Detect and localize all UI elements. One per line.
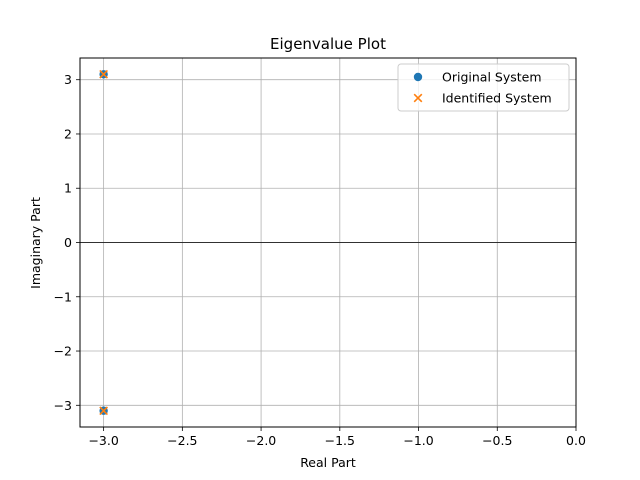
- x-stroke: [99, 406, 108, 416]
- x-tick-label: −3.0: [88, 433, 118, 448]
- legend-marker: [413, 93, 423, 103]
- legend-label: Original System: [442, 70, 542, 85]
- y-tick-label: 3: [64, 72, 72, 87]
- y-tick-label: −2: [54, 344, 72, 359]
- legend-label: Identified System: [442, 91, 552, 106]
- y-tick-label: 2: [64, 126, 72, 141]
- x-tick-label: 0.0: [566, 433, 586, 448]
- y-axis-ticks: −3 −2 −1 0 1 2 3: [54, 72, 80, 413]
- x-tick-label: −1.0: [403, 433, 433, 448]
- x-tick-label: −1.5: [325, 433, 355, 448]
- x-axis-ticks: −3.0 −2.5 −2.0 −1.5 −1.0 −0.5 0.0: [88, 427, 586, 448]
- x-stroke: [99, 69, 108, 79]
- x-stroke: [413, 93, 423, 103]
- data-marks: [99, 69, 108, 416]
- y-tick-label: 0: [64, 235, 72, 250]
- x-tick-label: −0.5: [482, 433, 512, 448]
- y-tick-label: 1: [64, 181, 72, 196]
- y-tick-label: −3: [54, 398, 72, 413]
- data-point-identified: [99, 406, 108, 416]
- x-axis-label: Real Part: [300, 455, 356, 470]
- x-tick-label: −2.5: [167, 433, 197, 448]
- data-point-identified: [99, 69, 108, 79]
- chart-title: Eigenvalue Plot: [270, 35, 386, 53]
- legend: Original System Identified System: [397, 63, 570, 112]
- legend-marker: [413, 72, 423, 82]
- x-tick-label: −2.0: [246, 433, 276, 448]
- y-axis-label: Imaginary Part: [28, 197, 43, 289]
- legend-box: [397, 63, 570, 112]
- y-tick-label: −1: [54, 289, 72, 304]
